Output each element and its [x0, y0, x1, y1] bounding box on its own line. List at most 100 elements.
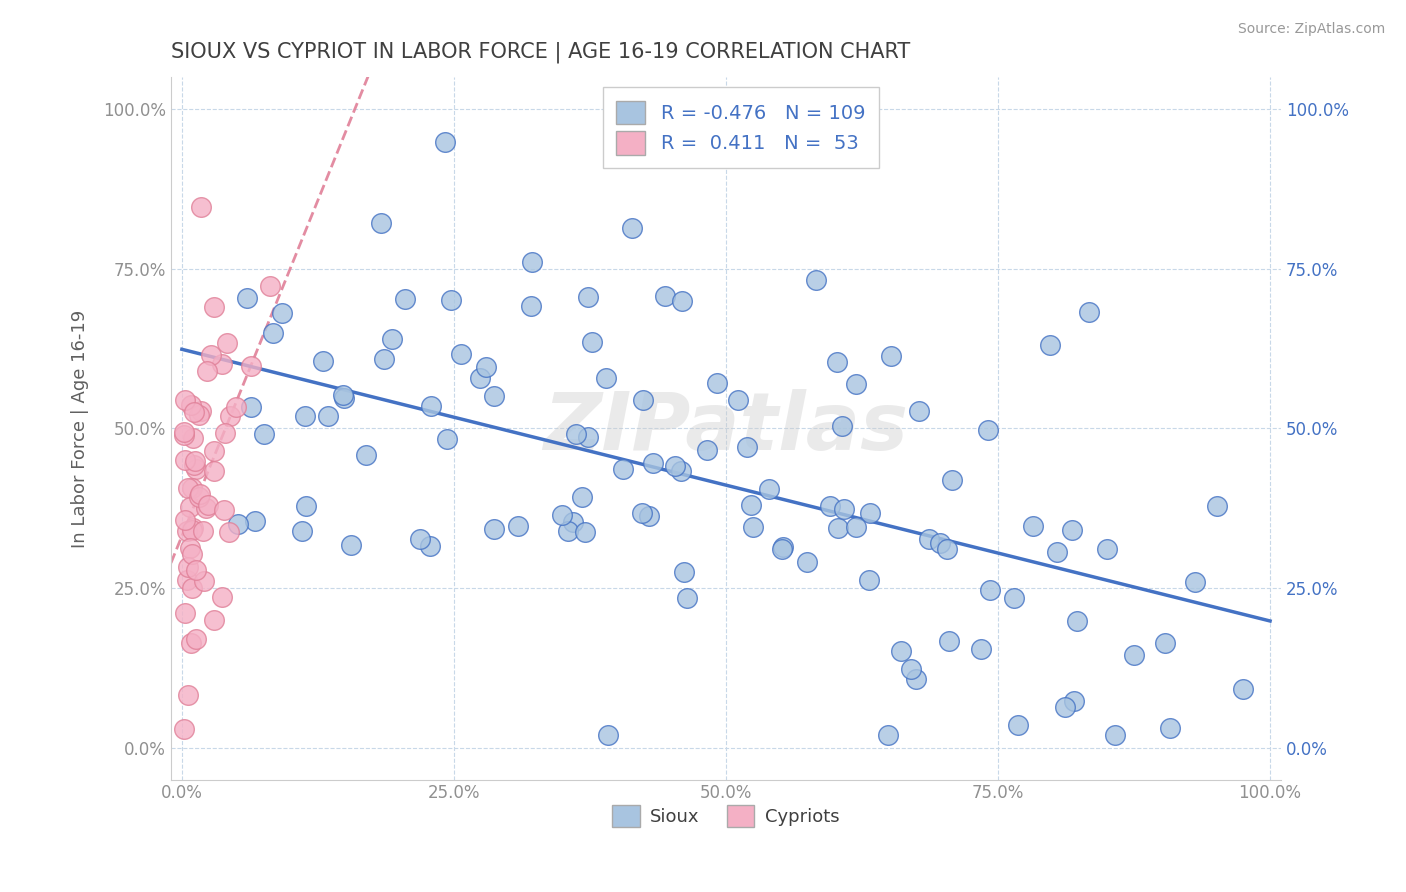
Point — [1002, 591, 1025, 605]
Point — [907, 403, 929, 417]
Point — [770, 542, 793, 557]
Point — [436, 432, 458, 446]
Point — [179, 500, 201, 514]
Point — [1039, 338, 1062, 352]
Y-axis label: In Labor Force | Age 16-19: In Labor Force | Age 16-19 — [72, 310, 89, 548]
Point — [551, 508, 574, 523]
Point — [845, 520, 868, 534]
Point — [295, 500, 318, 514]
Point — [565, 426, 588, 441]
Point — [1066, 614, 1088, 628]
Point — [434, 136, 457, 150]
Point — [217, 335, 239, 350]
Point — [183, 458, 205, 473]
Point — [676, 591, 699, 606]
Point — [905, 672, 928, 686]
Point — [181, 431, 204, 445]
Point — [637, 509, 659, 524]
Point — [381, 332, 404, 346]
Point — [211, 590, 233, 604]
Point — [218, 525, 240, 540]
Point — [1104, 728, 1126, 742]
Point — [181, 523, 204, 537]
Point — [356, 448, 378, 462]
Point — [673, 566, 696, 580]
Point — [179, 541, 201, 555]
Point — [825, 355, 848, 369]
Point — [979, 583, 1001, 598]
Point — [239, 400, 262, 414]
Point — [845, 376, 868, 391]
Point — [970, 641, 993, 656]
Point — [827, 521, 849, 535]
Point — [1123, 648, 1146, 663]
Point — [742, 520, 765, 534]
Point — [200, 348, 222, 362]
Point — [173, 393, 195, 408]
Point — [332, 388, 354, 402]
Point — [1078, 304, 1101, 318]
Point — [522, 254, 544, 268]
Point — [876, 728, 898, 742]
Point — [180, 547, 202, 561]
Point — [796, 555, 818, 569]
Point — [311, 354, 333, 368]
Point — [664, 458, 686, 473]
Point — [186, 563, 208, 577]
Point — [202, 464, 225, 478]
Point — [211, 357, 233, 371]
Point — [654, 289, 676, 303]
Point — [173, 513, 195, 527]
Point — [180, 399, 202, 413]
Point — [859, 507, 882, 521]
Point — [1232, 681, 1254, 696]
Point — [900, 662, 922, 676]
Point — [195, 364, 218, 378]
Point — [243, 514, 266, 528]
Point — [595, 371, 617, 385]
Point — [1053, 700, 1076, 714]
Point — [1184, 575, 1206, 590]
Point — [772, 540, 794, 554]
Point — [190, 404, 212, 418]
Point — [394, 292, 416, 306]
Point — [520, 299, 543, 313]
Point — [918, 532, 941, 546]
Point — [450, 347, 472, 361]
Point — [333, 391, 356, 405]
Point — [176, 524, 198, 538]
Text: ZIPatlas: ZIPatlas — [544, 390, 908, 467]
Point — [696, 443, 718, 458]
Point — [291, 524, 314, 538]
Point — [188, 487, 211, 501]
Point — [226, 516, 249, 531]
Point — [929, 536, 952, 550]
Point — [180, 636, 202, 650]
Point — [294, 409, 316, 423]
Point — [190, 200, 212, 214]
Point — [1063, 694, 1085, 708]
Point — [938, 634, 960, 648]
Point — [173, 453, 195, 467]
Point — [571, 491, 593, 505]
Point — [173, 428, 195, 442]
Point — [184, 462, 207, 476]
Point — [482, 522, 505, 536]
Point — [1007, 718, 1029, 732]
Point — [177, 688, 200, 702]
Point — [181, 481, 204, 495]
Point — [1206, 499, 1229, 513]
Point — [253, 426, 276, 441]
Point — [184, 632, 207, 646]
Point — [758, 483, 780, 497]
Point — [177, 559, 200, 574]
Point — [506, 519, 529, 533]
Point — [193, 524, 215, 539]
Point — [880, 349, 903, 363]
Point — [440, 293, 463, 307]
Point — [727, 392, 749, 407]
Point — [832, 501, 855, 516]
Point — [177, 481, 200, 495]
Point — [890, 643, 912, 657]
Point — [194, 501, 217, 516]
